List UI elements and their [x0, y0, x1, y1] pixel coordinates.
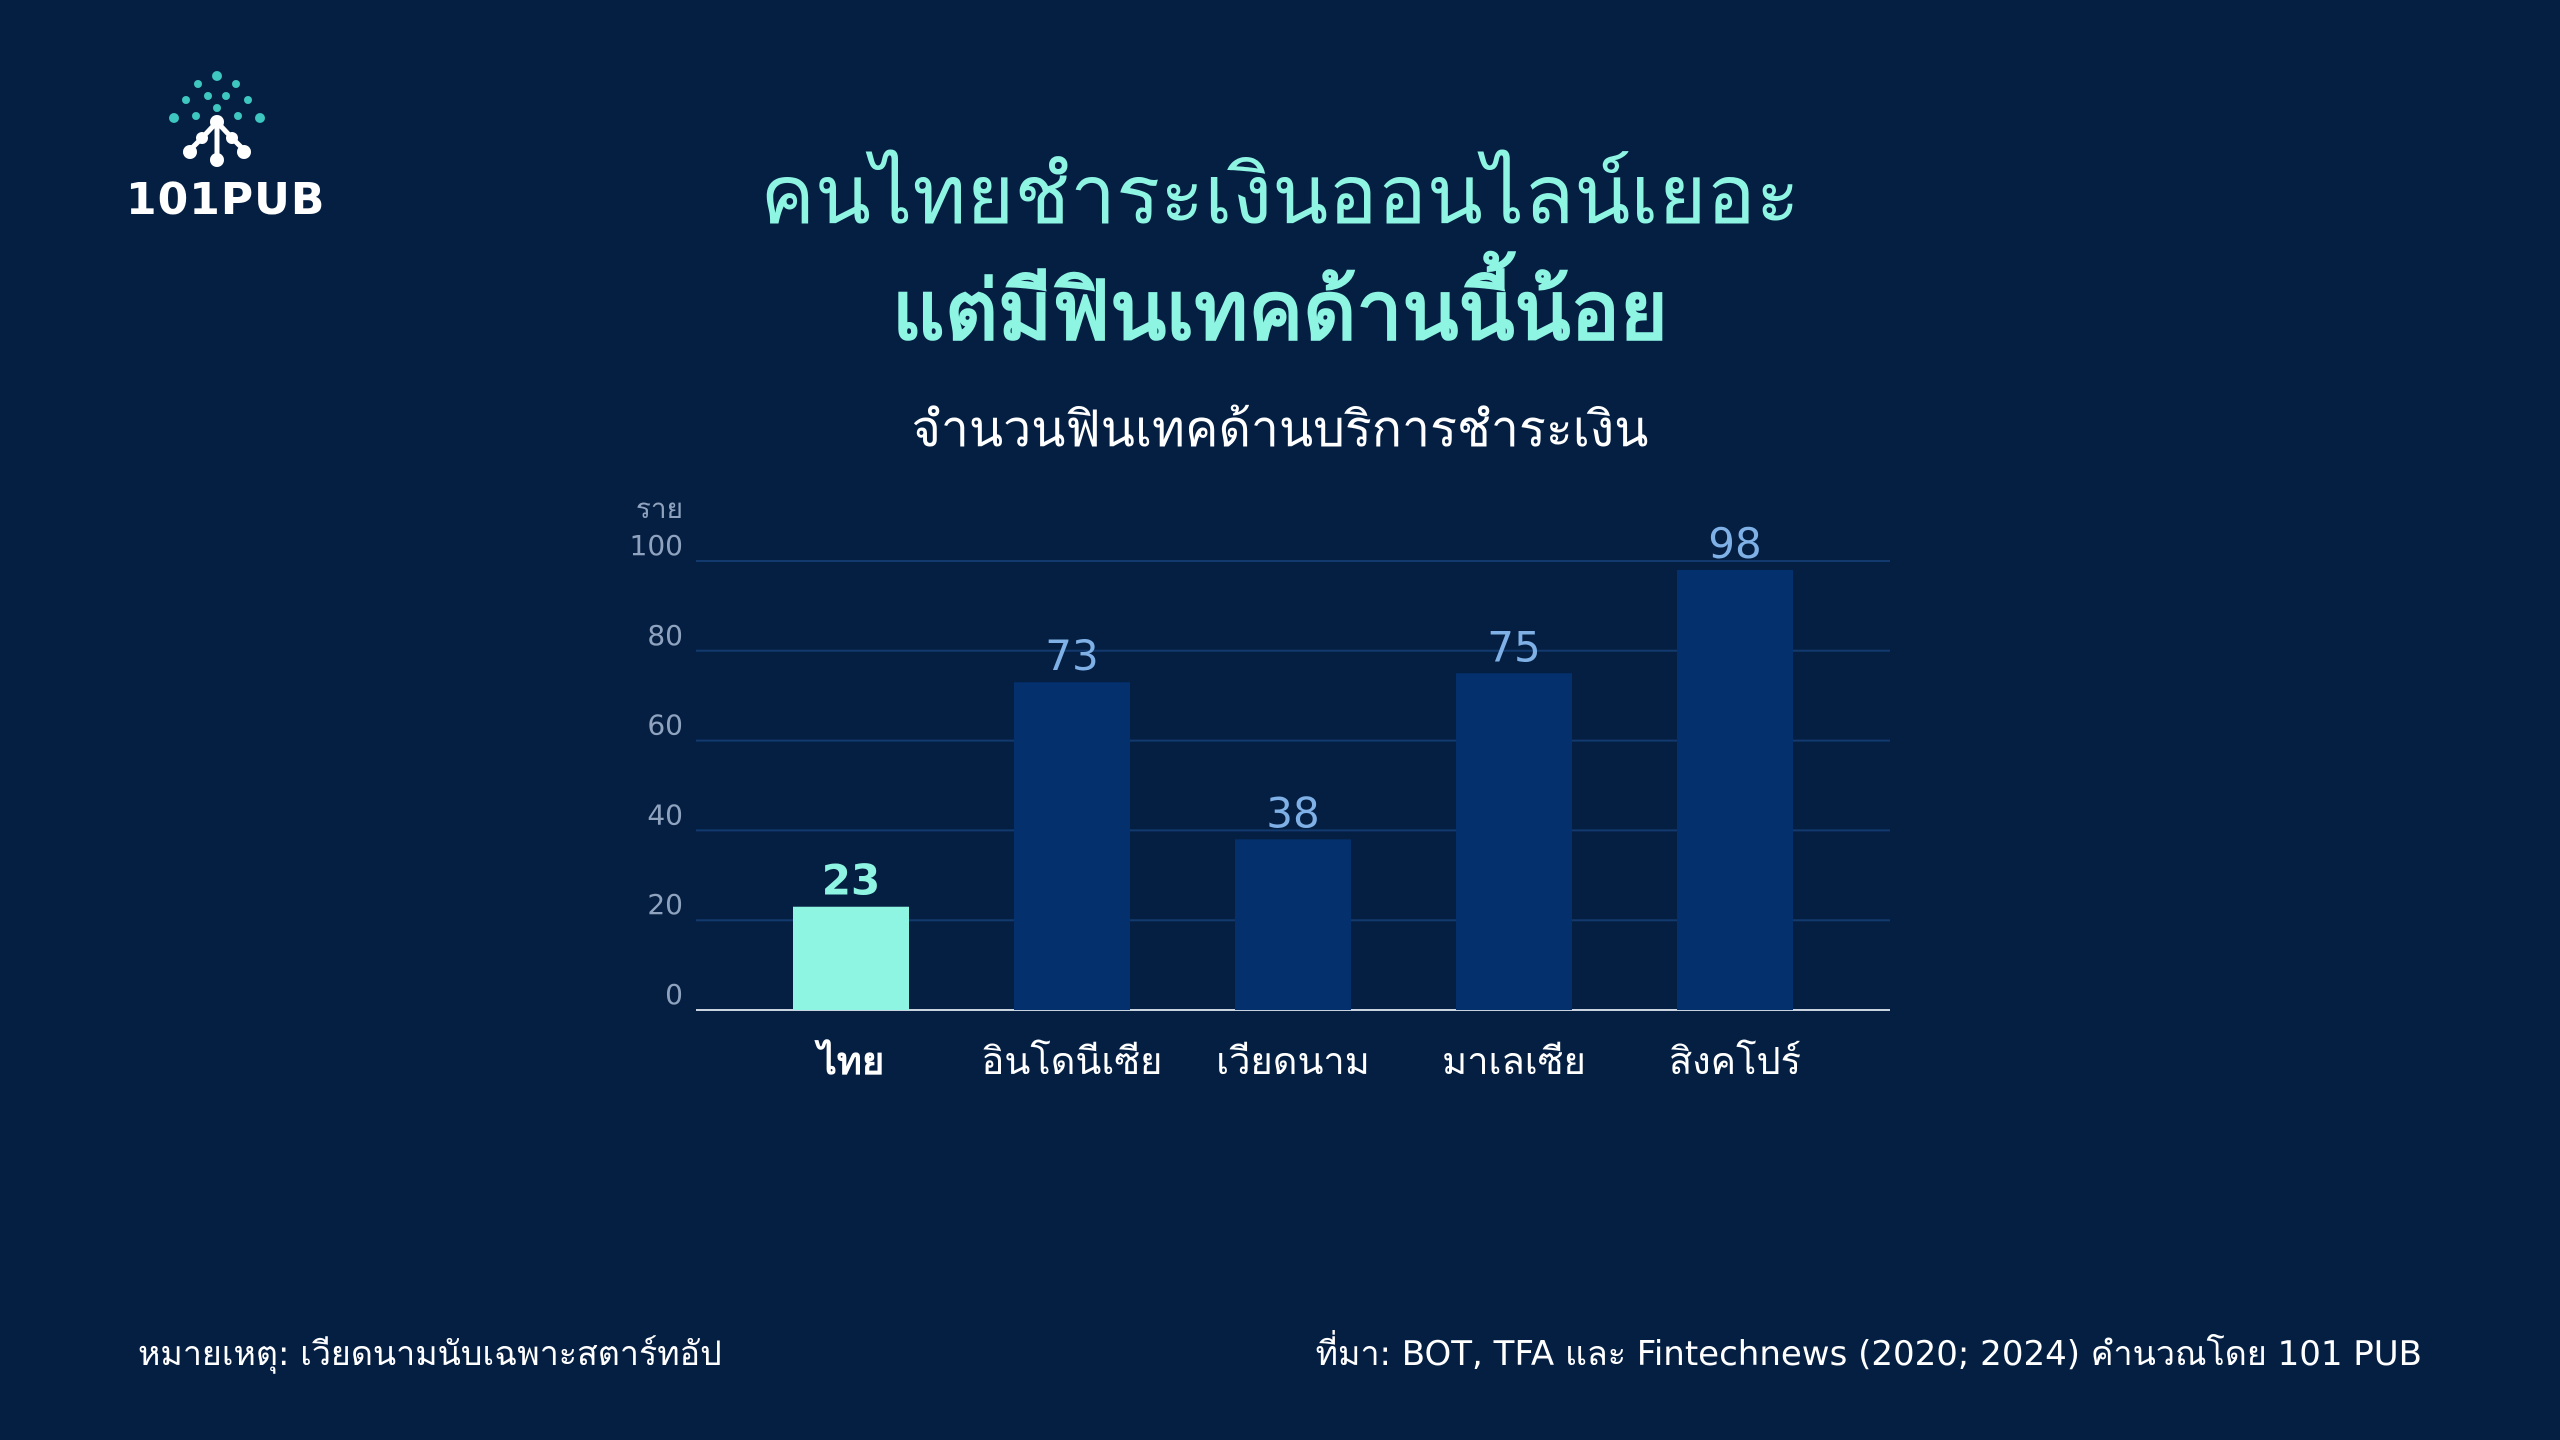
- data-label: 75: [1487, 622, 1540, 671]
- y-tick-label: 100: [630, 529, 683, 562]
- bar: [1235, 839, 1351, 1010]
- x-tick-label: สิงคโปร์: [1669, 1039, 1801, 1083]
- network-icon: [169, 71, 265, 167]
- y-tick-label: 80: [647, 619, 683, 652]
- data-label: 23: [822, 856, 880, 905]
- bar: [793, 906, 909, 1010]
- logo-wordmark: 101PUB: [126, 174, 326, 225]
- bar-layer: [793, 569, 1793, 1010]
- y-tick-label: 20: [647, 888, 683, 921]
- x-tick-label: มาเลเซีย: [1442, 1039, 1586, 1083]
- brand-logo: 101PUB: [120, 66, 324, 236]
- data-label: 38: [1266, 788, 1319, 837]
- x-tick-label: ไทย: [814, 1039, 884, 1083]
- headline-line-1: คนไทยชำระเงินออนไลน์เยอะ: [760, 148, 1800, 243]
- chart-title: จำนวนฟินเทคด้านบริการชำระเงิน: [911, 400, 1649, 458]
- y-tick-label: 0: [665, 978, 683, 1011]
- x-tick-label: เวียดนาม: [1216, 1039, 1370, 1083]
- y-tick-label: 60: [647, 709, 683, 742]
- y-axis-label: ราย: [636, 492, 683, 525]
- bar: [1677, 569, 1793, 1010]
- bar: [1456, 673, 1572, 1010]
- footnote-source: ที่มา: BOT, TFA และ Fintechnews (2020; 2…: [1315, 1334, 2422, 1374]
- headline-line-2: แต่มีฟินเทคด้านนี้น้อย: [892, 264, 1668, 359]
- data-label: 98: [1708, 519, 1761, 568]
- data-label: 73: [1045, 631, 1098, 680]
- bar: [1014, 682, 1130, 1010]
- label-layer: 23 ไทย 73 อินโดนีเซีย 38 เวียดนาม 75 มาเลเซีย 98…: [814, 519, 1801, 1083]
- x-tick-label: อินโดนีเซีย: [982, 1039, 1163, 1083]
- footnote-note: หมายเหตุ: เวียดนามนับเฉพาะสตาร์ทอัป: [138, 1334, 722, 1374]
- y-tick-label: 40: [647, 798, 683, 831]
